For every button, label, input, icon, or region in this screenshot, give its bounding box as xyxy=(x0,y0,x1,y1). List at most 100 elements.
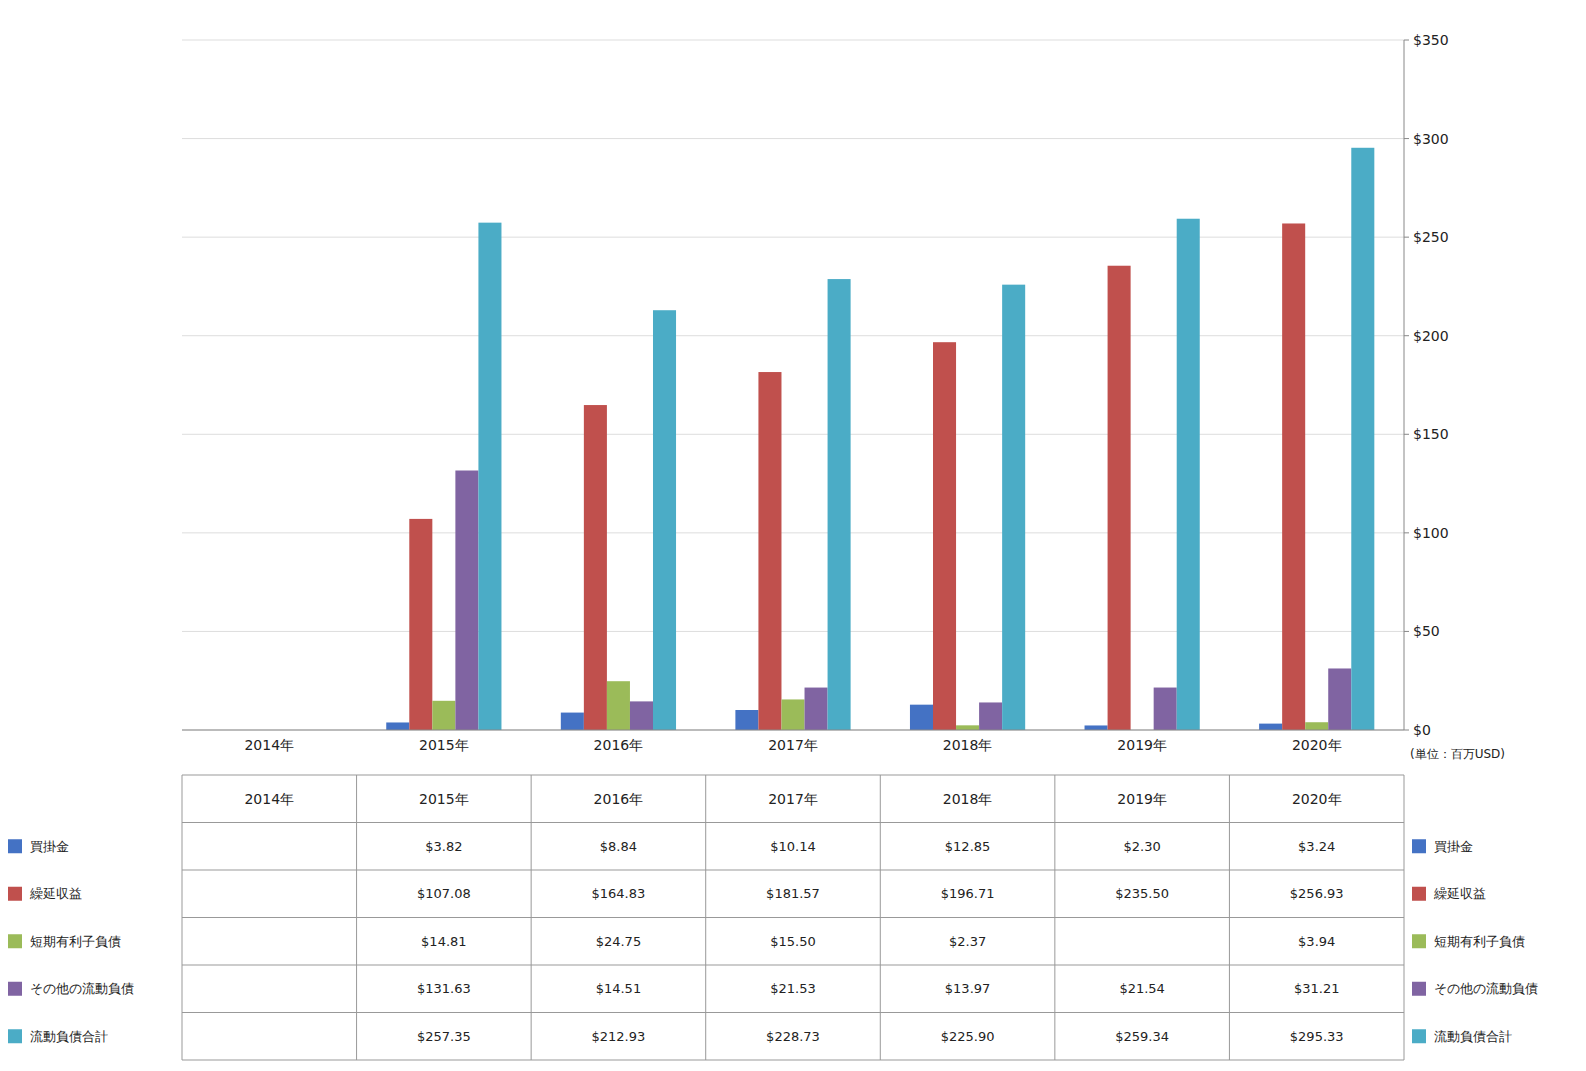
table-rule xyxy=(1229,775,1230,1060)
table-rule xyxy=(1054,775,1055,1060)
y-axis-line xyxy=(1404,40,1405,730)
legend-swatch xyxy=(8,1029,22,1043)
y-tick xyxy=(1404,434,1409,435)
y-tick xyxy=(1404,631,1409,632)
y-tick xyxy=(1404,335,1409,336)
y-tick xyxy=(1404,138,1409,139)
chart: $0$50$100$150$200$250$300$3502014年2015年2… xyxy=(0,0,1586,1071)
table-rule xyxy=(182,870,1404,871)
x-tick-label: 2017年 xyxy=(768,737,818,753)
data-label: $164.83 xyxy=(592,886,646,901)
y-tick xyxy=(1404,532,1409,533)
data-label: $107.08 xyxy=(417,886,471,901)
table-header: 2015年 xyxy=(419,791,469,807)
grid-line xyxy=(182,532,1404,533)
bar xyxy=(1108,266,1131,730)
table-rule xyxy=(356,775,357,1060)
legend-entry: 短期有利子負債 xyxy=(30,934,121,949)
table-rule xyxy=(880,775,881,1060)
bar xyxy=(781,699,804,730)
y-tick-label: $0 xyxy=(1413,722,1431,738)
y-tick-label: $150 xyxy=(1413,426,1449,442)
legend-entry: 買掛金 xyxy=(30,839,69,854)
data-label: $131.63 xyxy=(417,981,471,996)
data-label: $3.82 xyxy=(425,839,462,854)
legend-entry: 流動負債合計 xyxy=(30,1029,108,1044)
data-label: $196.71 xyxy=(941,886,995,901)
data-label: $235.50 xyxy=(1115,886,1169,901)
legend-swatch xyxy=(8,934,22,948)
data-label: $14.51 xyxy=(596,981,642,996)
data-label: $15.50 xyxy=(770,934,816,949)
y-tick-label: $350 xyxy=(1413,32,1449,48)
table-header: 2014年 xyxy=(244,791,294,807)
bar xyxy=(478,223,501,730)
legend-entry-right: 流動負債合計 xyxy=(1434,1029,1512,1044)
table-header: 2020年 xyxy=(1292,791,1342,807)
bar xyxy=(1177,219,1200,730)
data-table: 2014年2015年2016年2017年2018年2019年2020年買掛金買掛… xyxy=(8,775,1538,1060)
bar xyxy=(607,681,630,730)
table-rule xyxy=(182,822,1404,823)
data-label: $31.21 xyxy=(1294,981,1340,996)
legend-swatch xyxy=(8,839,22,853)
x-tick-label: 2014年 xyxy=(244,737,294,753)
bar xyxy=(735,710,758,730)
y-tick xyxy=(1404,237,1409,238)
grid-line xyxy=(182,434,1404,435)
data-label: $228.73 xyxy=(766,1029,820,1044)
bar xyxy=(956,725,979,730)
bar xyxy=(828,279,851,730)
table-rule xyxy=(182,965,1404,966)
legend-swatch xyxy=(1412,839,1426,853)
bar xyxy=(933,342,956,730)
axes: $0$50$100$150$200$250$300$3502014年2015年2… xyxy=(182,32,1505,761)
data-label: $181.57 xyxy=(766,886,820,901)
grid-line xyxy=(182,335,1404,336)
y-tick-label: $200 xyxy=(1413,328,1449,344)
bars xyxy=(386,148,1374,730)
data-label: $259.34 xyxy=(1115,1029,1169,1044)
bar xyxy=(561,713,584,730)
table-header: 2017年 xyxy=(768,791,818,807)
bar xyxy=(758,372,781,730)
table-rule xyxy=(182,1012,1404,1013)
bar xyxy=(979,702,1002,730)
bar xyxy=(1282,223,1305,730)
x-tick-label: 2020年 xyxy=(1292,737,1342,753)
bar xyxy=(630,701,653,730)
y-tick xyxy=(1404,40,1409,41)
legend-swatch xyxy=(8,887,22,901)
legend-entry: その他の流動負債 xyxy=(30,981,134,996)
legend-entry-right: 短期有利子負債 xyxy=(1434,934,1525,949)
bar xyxy=(1351,148,1374,730)
y-axis-label: (単位：百万USD) xyxy=(1410,747,1505,761)
data-label: $3.94 xyxy=(1298,934,1335,949)
grid-line xyxy=(182,138,1404,139)
bar xyxy=(1259,724,1282,730)
table-rule xyxy=(182,1060,1404,1061)
bar xyxy=(584,405,607,730)
bar xyxy=(386,722,409,730)
table-rule xyxy=(705,775,706,1060)
bar xyxy=(653,310,676,730)
data-label: $295.33 xyxy=(1290,1029,1344,1044)
y-tick-label: $300 xyxy=(1413,131,1449,147)
bar xyxy=(409,519,432,730)
bar xyxy=(455,471,478,730)
grid-line xyxy=(182,631,1404,632)
data-label: $12.85 xyxy=(945,839,991,854)
data-label: $2.37 xyxy=(949,934,986,949)
table-rule xyxy=(182,917,1404,918)
data-label: $212.93 xyxy=(592,1029,646,1044)
data-label: $225.90 xyxy=(941,1029,995,1044)
legend-swatch xyxy=(1412,1029,1426,1043)
data-label: $256.93 xyxy=(1290,886,1344,901)
data-label: $2.30 xyxy=(1124,839,1161,854)
bar xyxy=(1002,285,1025,730)
legend-entry-right: その他の流動負債 xyxy=(1434,981,1538,996)
x-tick-label: 2016年 xyxy=(594,737,644,753)
legend-entry: 繰延収益 xyxy=(29,886,82,901)
legend-swatch xyxy=(1412,887,1426,901)
data-label: $10.14 xyxy=(770,839,816,854)
